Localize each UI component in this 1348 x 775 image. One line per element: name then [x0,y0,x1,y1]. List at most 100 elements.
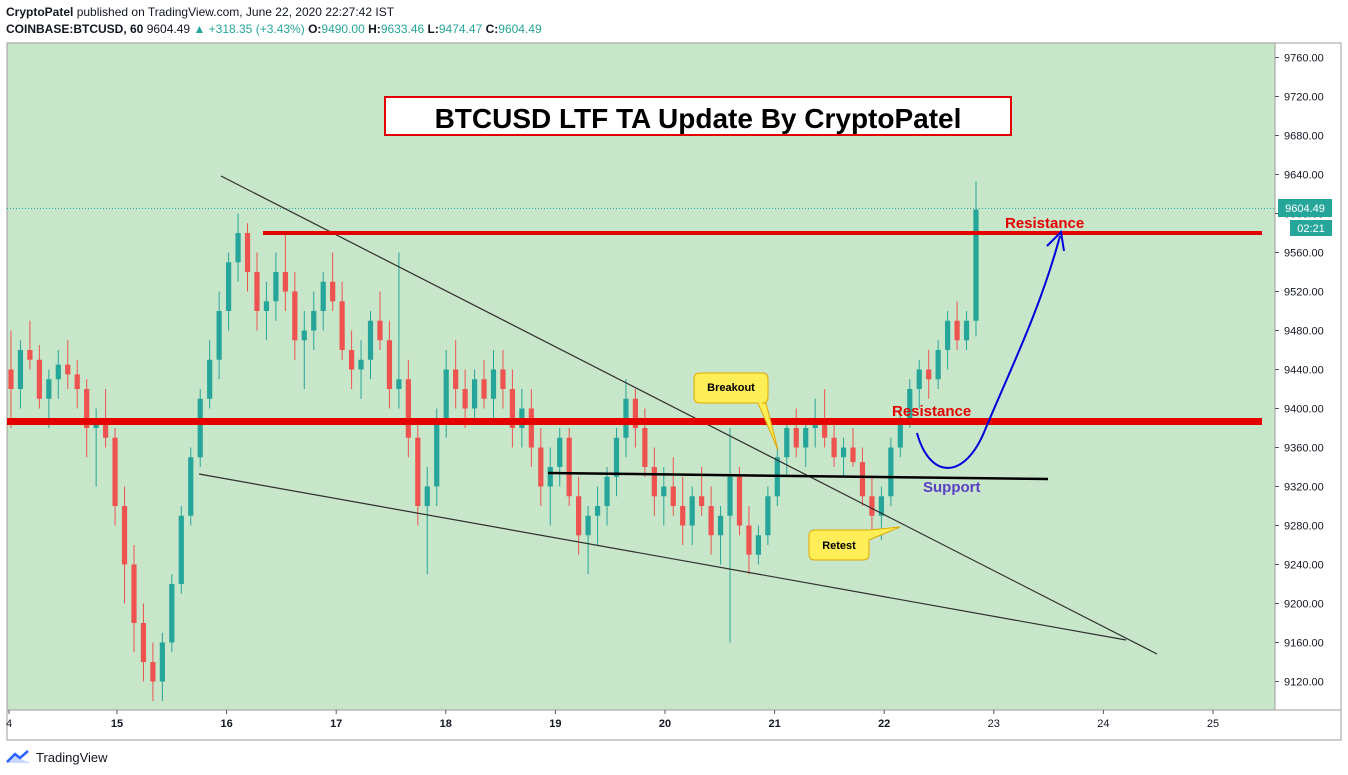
candle-body [471,379,478,409]
y-tick-label: 9640.00 [1284,170,1324,182]
candle-body [74,374,80,389]
candle-body [840,447,847,458]
candle-body [159,642,165,682]
candle-body [736,476,743,526]
candle-body [150,662,156,682]
ohlc-line: COINBASE:BTCUSD, 60 9604.49 ▲ +318.35 (+… [6,22,542,36]
candle-body [330,281,336,302]
candle-body [131,564,137,623]
x-tick-label: 15 [111,718,123,730]
descending-trendline-upper [220,175,1158,655]
candle-body [216,311,222,360]
candle-body [557,437,563,467]
y-tick-label: 9120.00 [1284,677,1324,689]
y-tick-label: 9200.00 [1284,599,1324,611]
candle-body [803,428,809,448]
candle-body [481,379,487,399]
candle-body [292,291,298,341]
candle-body [46,379,52,399]
x-tick-label: 25 [1207,718,1219,730]
candle-body [822,418,828,438]
publish-line: CryptoPatel published on TradingView.com… [6,5,394,19]
candle-body [888,447,894,497]
candle-body [699,496,705,506]
candle-body [443,369,449,419]
x-tick-label: 24 [1097,718,1109,730]
close-value: 9604.49 [498,22,542,36]
projection-arrowhead [1046,229,1065,252]
candle-body [594,506,601,516]
candle-body [254,272,260,311]
last-price: 9604.49 [146,22,191,36]
tradingview-logo-icon[interactable] [6,750,32,764]
support-label: Support [923,479,981,496]
price-change: ▲ +318.35 (+3.43%) [193,22,305,36]
y-tick-label: 9480.00 [1284,326,1324,338]
candle-body [604,476,610,506]
candle-body [453,369,459,389]
y-tick-label: 9560.00 [1284,248,1324,260]
candle-body [755,535,762,555]
candle-body [225,262,232,311]
candle-body [907,389,913,419]
candle-body [396,379,402,389]
y-tick-label: 9320.00 [1284,482,1324,494]
candle-body [121,506,128,565]
footer-brand[interactable]: TradingView [36,749,108,765]
candle-body [434,418,440,487]
candle-body [670,486,676,506]
price-axis[interactable]: 9760.009720.009680.009640.009600.009560.… [1275,53,1324,689]
symbol-label[interactable]: COINBASE:BTCUSD, 60 [6,22,144,36]
candle-body [17,350,24,389]
y-tick-label: 9240.00 [1284,560,1324,572]
time-axis[interactable]: 4 15 16 17 18 19 20 21 22 23 24 25 [6,710,1219,730]
resistance-label-lower: Resistance [892,403,971,420]
candle-body [415,437,421,506]
candle-body [973,209,979,321]
candle-body [945,320,951,350]
candle-body [954,320,960,341]
candle-body [320,281,326,311]
candle-body [708,506,714,536]
countdown-tag-text: 02:21 [1297,223,1325,235]
candle-body [103,418,109,438]
candle-body [717,515,724,536]
resistance-label-upper: Resistance [1005,215,1084,232]
retest-label: Retest [822,540,856,552]
candle-body [490,369,497,399]
open-label: O: [308,22,322,36]
candle-body [661,486,667,497]
candle-body [528,408,534,448]
low-label: L: [427,22,439,36]
candle-body [27,350,33,360]
x-tick-label: 19 [549,718,561,730]
candle-body [935,350,941,380]
candle-body [509,389,516,428]
breakout-label: Breakout [707,382,755,394]
candle-body [831,437,837,458]
candle-body [84,389,90,428]
breakout-callout [693,372,779,451]
candle-body [65,364,71,375]
candle-body [878,496,884,516]
candle-body [282,272,288,292]
candle-body [169,584,175,643]
candle-body [585,515,591,536]
low-value: 9474.47 [438,22,483,36]
candle-body [178,515,184,584]
high-value: 9633.46 [380,22,425,36]
chart-title: BTCUSD LTF TA Update By CryptoPatel [435,103,962,134]
x-tick-label: 20 [659,718,671,730]
candle-body [405,379,411,438]
author-name[interactable]: CryptoPatel [6,5,74,19]
x-tick-label: 18 [440,718,452,730]
x-tick-label: 4 [6,718,12,730]
candle-body [367,320,374,360]
candle-body [727,476,733,516]
time-axis-background [6,709,1342,741]
y-tick-label: 9440.00 [1284,365,1324,377]
candle-body [547,467,553,487]
candle-body [897,418,903,448]
candles-group [8,181,979,701]
